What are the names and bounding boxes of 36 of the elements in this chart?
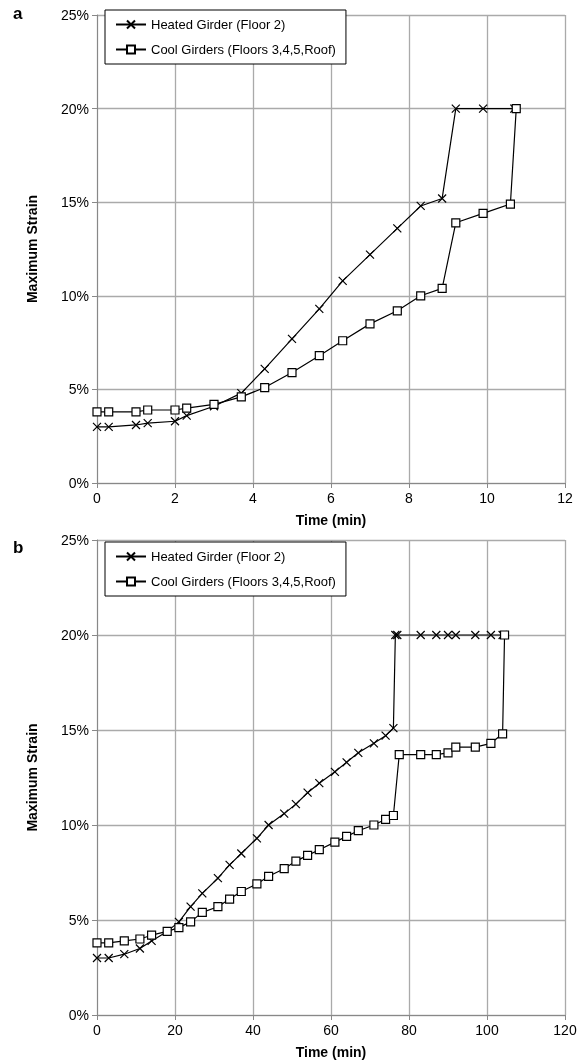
legend-label: Cool Girders (Floors 3,4,5,Roof)	[151, 574, 336, 589]
x-tick-label: 6	[327, 490, 336, 506]
x-axis-title: Time (min)	[295, 1044, 367, 1060]
y-tick-label: 0%	[68, 475, 89, 491]
y-tick-label: 20%	[60, 627, 89, 643]
x-tick-label: 20	[167, 1022, 183, 1038]
legend-label: Heated Girder (Floor 2)	[151, 17, 286, 32]
x-tick-label: 0	[93, 490, 102, 506]
x-tick-label: 10	[479, 490, 495, 506]
y-tick-label: 10%	[60, 287, 89, 304]
y-tick-label: 0%	[68, 1007, 89, 1023]
y-tick-label: 20%	[60, 100, 89, 117]
y-tick-label: 25%	[60, 7, 89, 23]
x-axis-title: Time (min)	[295, 512, 367, 528]
x-tick-label: 8	[405, 490, 414, 506]
x-tick-label: 60	[323, 1022, 339, 1038]
y-tick-label: 25%	[60, 532, 89, 548]
x-tick-label: 100	[475, 1022, 499, 1038]
legend-label: Cool Girders (Floors 3,4,5,Roof)	[151, 42, 336, 57]
y-tick-label: 5%	[68, 381, 89, 398]
y-tick-label: 15%	[60, 194, 89, 211]
y-tick-label: 15%	[60, 722, 89, 738]
y-tick-label: 5%	[68, 912, 89, 928]
x-tick-label: 120	[553, 1022, 577, 1038]
x-tick-label: 2	[171, 490, 180, 506]
y-axis-title: Maximum Strain	[24, 723, 40, 832]
chart-title: b	[13, 538, 24, 557]
y-tick-label: 10%	[60, 817, 89, 833]
y-axis-title: Maximum Strain	[24, 194, 40, 304]
x-tick-label: 0	[93, 1022, 102, 1038]
x-tick-label: 4	[249, 490, 258, 506]
x-tick-label: 80	[401, 1022, 417, 1038]
legend-label: Heated Girder (Floor 2)	[151, 549, 286, 564]
chart-title: a	[13, 4, 23, 23]
x-tick-label: 12	[557, 490, 573, 506]
x-tick-label: 40	[245, 1022, 261, 1038]
